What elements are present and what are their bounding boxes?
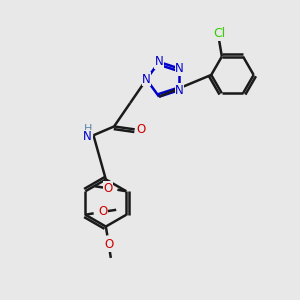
Text: N: N bbox=[83, 130, 92, 143]
Text: N: N bbox=[175, 84, 184, 97]
Text: Cl: Cl bbox=[213, 27, 225, 40]
Text: O: O bbox=[98, 205, 108, 218]
Text: N: N bbox=[175, 62, 184, 75]
Text: O: O bbox=[136, 123, 146, 136]
Text: N: N bbox=[155, 56, 164, 68]
Text: O: O bbox=[104, 238, 113, 251]
Text: H: H bbox=[83, 124, 92, 134]
Text: O: O bbox=[103, 182, 112, 195]
Text: N: N bbox=[142, 73, 151, 86]
